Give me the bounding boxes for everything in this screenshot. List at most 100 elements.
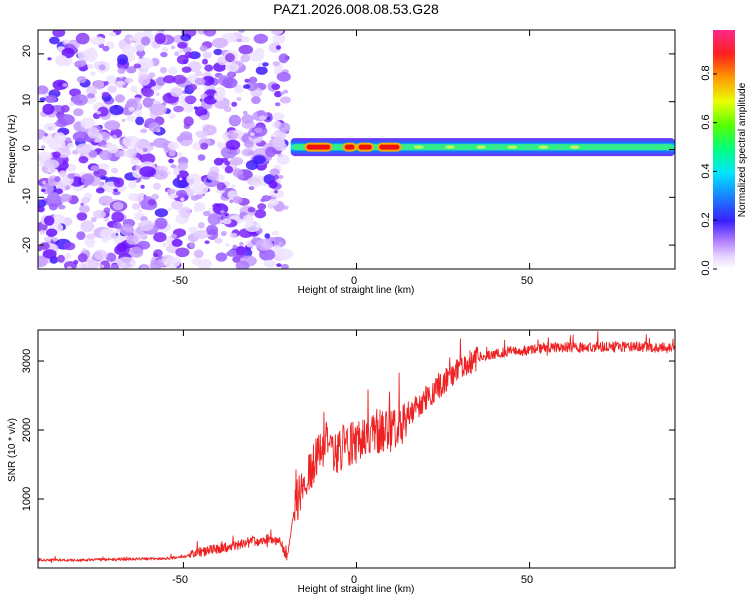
noise-blob [54, 176, 61, 183]
ridge-hot-segment [306, 144, 331, 150]
noise-blob [276, 72, 291, 82]
snr-ytick-label-1: 2000 [21, 418, 33, 442]
colorbar-label: Normalized spectral amplitude [737, 82, 748, 217]
noise-blob [100, 181, 105, 185]
noise-blob [188, 226, 198, 234]
noise-blob [122, 84, 127, 88]
noise-blob [232, 244, 238, 250]
noise-blob [90, 36, 105, 46]
noise-blob [200, 114, 209, 121]
noise-blob [110, 167, 119, 174]
noise-blob [126, 66, 137, 74]
noise-blob [131, 203, 141, 210]
noise-blob [148, 72, 156, 78]
noise-blob [181, 66, 192, 73]
noise-blob [63, 242, 76, 251]
noise-blob [202, 75, 215, 86]
noise-blob [176, 54, 189, 65]
noise-blob [39, 229, 46, 235]
noise-blob [137, 240, 151, 250]
noise-blob [195, 106, 208, 117]
noise-blob [117, 67, 126, 74]
ridge-hot-segment [358, 144, 372, 150]
colorbar-tick-label-2: 0.4 [700, 163, 712, 178]
noise-blob [109, 104, 124, 116]
noise-blob [257, 203, 267, 211]
noise-blob [279, 96, 291, 104]
noise-blob [242, 110, 248, 115]
noise-blob [109, 264, 120, 269]
noise-blob [115, 94, 125, 103]
noise-blob [248, 186, 255, 191]
noise-blob [235, 246, 247, 256]
noise-blob [103, 207, 111, 214]
noise-blob [80, 220, 95, 233]
noise-blob [241, 114, 254, 124]
noise-blob [168, 158, 175, 164]
noise-blob [86, 233, 96, 241]
noise-blob [230, 132, 239, 138]
noise-blob [75, 32, 90, 45]
noise-blob [103, 81, 109, 86]
noise-blob [73, 108, 84, 117]
noise-blob [243, 84, 251, 89]
noise-blob [219, 210, 225, 214]
noise-blob [112, 222, 122, 229]
noise-blob [225, 53, 235, 63]
noise-blob [149, 103, 167, 116]
noise-blob [279, 122, 291, 133]
noise-blob [225, 62, 240, 73]
noise-blob [231, 101, 238, 107]
snr-panel: -50 0 50 1000 2000 3000 Height of straig… [7, 329, 676, 595]
noise-blob [273, 174, 279, 180]
ridge-speck [413, 145, 424, 149]
noise-blob [235, 260, 250, 269]
noise-blob [140, 128, 148, 134]
noise-blob [221, 230, 227, 237]
noise-blob [170, 45, 176, 50]
noise-blob [213, 91, 225, 102]
noise-blob [177, 42, 188, 49]
noise-blob [193, 231, 202, 239]
noise-blob [239, 242, 244, 246]
noise-blob [244, 220, 261, 232]
noise-blob [211, 37, 228, 49]
noise-blob [163, 75, 176, 84]
noise-blob [80, 202, 85, 206]
noise-blob [238, 30, 245, 33]
noise-blob [222, 77, 238, 89]
noise-blob [65, 185, 70, 190]
noise-blob [194, 77, 206, 86]
noise-blob [142, 147, 148, 152]
noise-blob [270, 30, 284, 35]
noise-blob [134, 109, 143, 117]
noise-blob [140, 36, 151, 46]
spectrogram-axis-ticks [38, 30, 675, 269]
noise-blob [95, 187, 105, 194]
noise-blob [93, 79, 105, 90]
snr-xtick-label-0: -50 [172, 574, 188, 586]
noise-blob [79, 60, 87, 67]
noise-blob [193, 249, 204, 259]
noise-blob [274, 190, 278, 194]
noise-blob [60, 193, 72, 202]
noise-blob [47, 192, 61, 204]
noise-blob [170, 87, 184, 97]
noise-blob [245, 160, 259, 171]
noise-blob [247, 207, 256, 213]
noise-blob [129, 261, 135, 266]
noise-blob [78, 205, 91, 213]
noise-blob [80, 117, 96, 129]
noise-blob [272, 61, 280, 67]
noise-blob [188, 83, 198, 91]
noise-blob [133, 179, 137, 183]
noise-blob [137, 57, 154, 70]
noise-blob [232, 196, 243, 204]
noise-blob [176, 189, 187, 198]
noise-blob [173, 105, 184, 113]
noise-blob [59, 170, 67, 178]
noise-blob [236, 97, 242, 101]
noise-blob [100, 264, 105, 268]
noise-blob [42, 180, 46, 185]
noise-blob [130, 85, 138, 93]
